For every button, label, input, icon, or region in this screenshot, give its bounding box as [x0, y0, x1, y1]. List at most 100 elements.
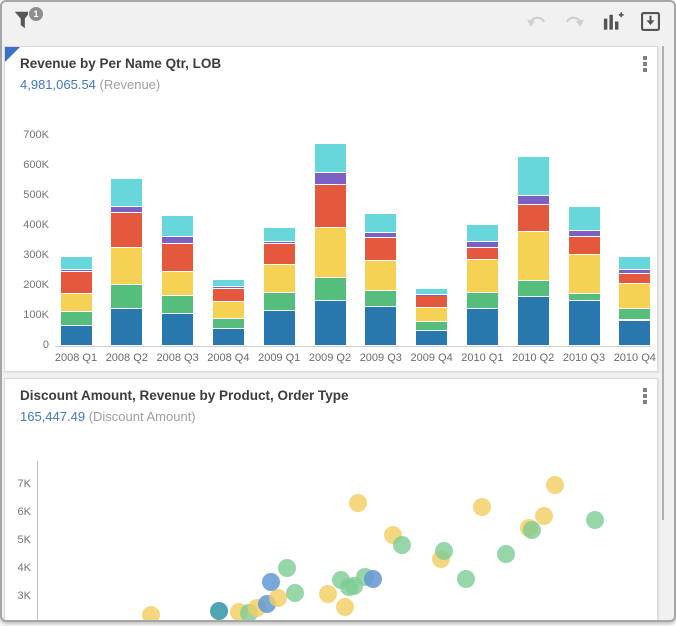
bar-segment-lob-blue[interactable]	[314, 301, 346, 345]
bar-segment-lob-teal[interactable]	[517, 157, 549, 195]
bar-segment-lob-blue[interactable]	[416, 331, 448, 345]
bar-segment-lob-green[interactable]	[466, 292, 498, 309]
bar-segment-lob-purple[interactable]	[60, 269, 92, 272]
bar-segment-lob-teal[interactable]	[314, 144, 346, 172]
scatter-point[interactable]	[364, 569, 382, 588]
bar-segment-lob-teal[interactable]	[162, 216, 194, 237]
bar-segment-lob-blue[interactable]	[466, 309, 498, 345]
bar-segment-lob-teal[interactable]	[568, 206, 600, 230]
scatter-point[interactable]	[336, 597, 354, 616]
bar-segment-lob-teal[interactable]	[212, 280, 244, 286]
bar-segment-lob-purple[interactable]	[111, 207, 143, 213]
bar-segment-lob-yellow[interactable]	[517, 232, 549, 280]
scatter-point[interactable]	[286, 583, 304, 602]
bar-segment-lob-green[interactable]	[568, 293, 600, 300]
scatter-point[interactable]	[523, 520, 541, 539]
scatter-point[interactable]	[535, 506, 553, 525]
bar-segment-lob-green[interactable]	[416, 322, 448, 330]
new-chart-button[interactable]	[601, 11, 624, 35]
bar-segment-lob-purple[interactable]	[517, 196, 549, 204]
bar-segment-lob-yellow[interactable]	[162, 271, 194, 295]
bar-segment-lob-blue[interactable]	[212, 328, 244, 345]
bar-segment-lob-green[interactable]	[60, 312, 92, 326]
bar-segment-lob-red[interactable]	[111, 213, 143, 247]
bar-segment-lob-purple[interactable]	[212, 286, 244, 288]
bar-segment-lob-yellow[interactable]	[314, 228, 346, 277]
bar-segment-lob-red[interactable]	[212, 289, 244, 301]
scatter-point[interactable]	[319, 585, 337, 604]
save-button[interactable]	[639, 11, 662, 35]
bar-segment-lob-purple[interactable]	[619, 270, 651, 273]
card1-menu-button[interactable]	[639, 56, 651, 74]
bar-segment-lob-yellow[interactable]	[568, 254, 600, 293]
scatter-point[interactable]	[473, 498, 491, 517]
bar-segment-lob-blue[interactable]	[365, 307, 397, 345]
bar-segment-lob-blue[interactable]	[568, 301, 600, 345]
vertical-scrollbar[interactable]	[662, 46, 664, 520]
bar-segment-lob-blue[interactable]	[517, 297, 549, 345]
bar-segment-lob-red[interactable]	[466, 247, 498, 259]
bar-segment-lob-red[interactable]	[263, 244, 295, 264]
bar-segment-lob-green[interactable]	[314, 277, 346, 300]
bar-segment-lob-purple[interactable]	[466, 241, 498, 247]
bar-segment-lob-teal[interactable]	[60, 257, 92, 269]
bar-segment-lob-green[interactable]	[212, 319, 244, 328]
bar-segment-lob-teal[interactable]	[416, 289, 448, 294]
bar-segment-lob-red[interactable]	[416, 295, 448, 307]
bar-segment-lob-teal[interactable]	[365, 214, 397, 232]
bar-segment-lob-yellow[interactable]	[365, 261, 397, 291]
bar-segment-lob-teal[interactable]	[263, 228, 295, 241]
bar-segment-lob-blue[interactable]	[162, 313, 194, 345]
scatter-point[interactable]	[262, 572, 280, 591]
scatter-point[interactable]	[278, 558, 296, 577]
bar-segment-lob-red[interactable]	[60, 272, 92, 294]
bar-segment-lob-green[interactable]	[263, 292, 295, 310]
card-discount-revenue-product[interactable]: Discount Amount, Revenue by Product, Ord…	[4, 378, 658, 620]
scatter-point[interactable]	[457, 569, 475, 588]
bar-segment-lob-purple[interactable]	[162, 237, 194, 243]
bar-segment-lob-teal[interactable]	[111, 178, 143, 207]
scatter-point[interactable]	[586, 511, 604, 529]
bar-segment-lob-red[interactable]	[314, 184, 346, 228]
bar-segment-lob-red[interactable]	[517, 205, 549, 231]
bar-segment-lob-yellow[interactable]	[619, 283, 651, 309]
bar-segment-lob-green[interactable]	[517, 280, 549, 297]
bar-segment-lob-yellow[interactable]	[212, 301, 244, 318]
card2-menu-button[interactable]	[639, 388, 651, 406]
bar-segment-lob-yellow[interactable]	[263, 265, 295, 292]
card-revenue-by-qtr-lob[interactable]: Revenue by Per Name Qtr, LOB 4,981,065.5…	[4, 46, 658, 372]
bar-segment-lob-blue[interactable]	[619, 320, 651, 345]
bar-segment-lob-green[interactable]	[111, 285, 143, 309]
bar-segment-lob-teal[interactable]	[466, 225, 498, 241]
scatter-point[interactable]	[497, 544, 515, 563]
bar-segment-lob-red[interactable]	[162, 244, 194, 271]
bar-segment-lob-yellow[interactable]	[111, 247, 143, 285]
bar-segment-lob-purple[interactable]	[416, 295, 448, 296]
bar-segment-lob-red[interactable]	[619, 274, 651, 283]
filter-button[interactable]: 1	[12, 6, 46, 39]
bar-segment-lob-green[interactable]	[619, 309, 651, 320]
bar-segment-lob-yellow[interactable]	[416, 307, 448, 321]
bar-segment-lob-purple[interactable]	[263, 241, 295, 243]
undo-button[interactable]	[525, 12, 548, 35]
bar-segment-lob-yellow[interactable]	[466, 259, 498, 292]
redo-button[interactable]	[563, 12, 586, 35]
bar-segment-lob-purple[interactable]	[365, 232, 397, 237]
bar-segment-lob-teal[interactable]	[619, 256, 651, 270]
scatter-point[interactable]	[349, 494, 367, 513]
bar-segment-lob-blue[interactable]	[111, 309, 143, 345]
bar-segment-lob-red[interactable]	[365, 238, 397, 261]
scatter-point[interactable]	[435, 541, 453, 560]
bar-segment-lob-blue[interactable]	[60, 326, 92, 345]
bar-segment-lob-red[interactable]	[568, 236, 600, 254]
bar-segment-lob-green[interactable]	[162, 295, 194, 313]
scatter-point[interactable]	[210, 602, 228, 620]
scatter-point[interactable]	[546, 476, 564, 494]
scatter-point[interactable]	[142, 606, 160, 620]
bar-segment-lob-purple[interactable]	[314, 172, 346, 184]
scatter-point[interactable]	[393, 536, 411, 555]
bar-segment-lob-purple[interactable]	[568, 230, 600, 236]
bar-segment-lob-green[interactable]	[365, 291, 397, 306]
scatter-point[interactable]	[269, 589, 287, 608]
bar-segment-lob-blue[interactable]	[263, 310, 295, 345]
